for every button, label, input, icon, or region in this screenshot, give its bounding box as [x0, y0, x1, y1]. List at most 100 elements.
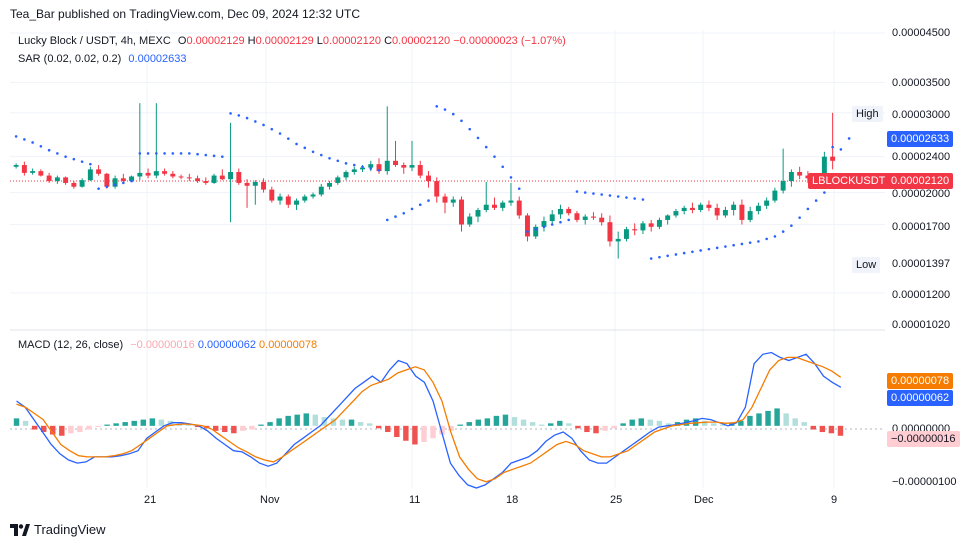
sar-dot — [229, 112, 232, 115]
macd-histogram-bar — [520, 419, 527, 426]
macd-histogram-bar — [692, 418, 699, 426]
candle-body — [327, 182, 333, 187]
macd-histogram-bar — [457, 424, 463, 426]
candle-body — [475, 210, 481, 217]
candle-body — [145, 172, 151, 176]
sar-dot — [295, 142, 298, 146]
macd-label: MACD (12, 26, close) — [18, 339, 124, 351]
candle — [599, 213, 605, 226]
macd-histogram-bar — [240, 425, 246, 431]
sar-dot — [748, 241, 752, 244]
candle — [285, 194, 291, 208]
sar-dot — [56, 152, 59, 155]
sar-dot — [188, 152, 191, 155]
macd-axis-tick: −0.00000100 — [892, 476, 957, 488]
candle — [764, 197, 770, 209]
time-label: 9 — [831, 494, 838, 506]
candle-body — [830, 156, 836, 161]
symbol-title: Lucky Block / USDT, 4h, MEXC — [18, 35, 171, 47]
low-key: L — [316, 35, 323, 47]
sar-dot — [550, 223, 554, 226]
macd-histogram-bar — [837, 425, 844, 436]
macd-histogram-bar — [149, 418, 156, 426]
sar-dot — [460, 119, 463, 123]
macd-histogram-bar — [656, 420, 663, 426]
sar-dot — [319, 153, 323, 157]
candle — [483, 182, 489, 213]
sar-dot — [72, 157, 76, 161]
sar-dot — [262, 123, 265, 127]
candle — [524, 213, 530, 242]
last-price-tag: 0.00002120 — [887, 173, 954, 189]
candle-body — [393, 160, 398, 166]
sar-dots-group — [14, 105, 851, 260]
time-label: 11 — [409, 494, 421, 506]
price-tick: 0.00002000 — [892, 188, 951, 200]
candle — [96, 165, 102, 176]
macd-histogram-bar — [566, 423, 572, 426]
sar-dot — [798, 216, 801, 219]
candle — [623, 226, 629, 242]
sar-dot — [369, 167, 373, 170]
macd-histogram-bar — [421, 425, 427, 442]
candle-body — [38, 171, 44, 176]
sar-dot — [328, 157, 331, 160]
candle — [252, 180, 258, 205]
candle — [294, 198, 300, 211]
time-label: Nov — [260, 494, 280, 506]
footer-brand: TradingView — [34, 522, 106, 537]
sar-dot — [245, 116, 249, 120]
grid-lines — [10, 30, 885, 488]
candle-body — [805, 175, 811, 179]
candle — [500, 200, 506, 212]
sar-dot — [666, 254, 669, 258]
candle-body — [764, 200, 770, 206]
candle-body — [582, 216, 588, 220]
candle — [120, 173, 126, 183]
sar-dot — [715, 246, 719, 250]
macd-histogram-bar — [412, 425, 418, 445]
candle — [426, 171, 431, 188]
sar-dot — [130, 179, 133, 183]
sar-dot — [204, 153, 208, 157]
sar-dot — [14, 135, 18, 138]
sar-dot — [31, 141, 34, 144]
change-value: −0.00000023 (−1.07%) — [453, 35, 566, 47]
macd-histogram-bar — [665, 423, 672, 426]
candle-body — [219, 175, 225, 180]
sar-dot — [105, 185, 109, 189]
candle-body — [318, 186, 324, 195]
candle-body — [376, 164, 382, 172]
sar-label: SAR (0.02, 0.02, 0.2) — [18, 53, 122, 65]
macd-histogram-bar — [602, 425, 608, 431]
sar-dot — [270, 127, 274, 131]
candle — [615, 231, 621, 259]
hist-tag: −0.00000016 — [887, 431, 960, 447]
macd-histogram-bar — [801, 422, 807, 426]
candle — [178, 174, 184, 180]
candle-body — [566, 208, 572, 214]
macd-histogram-bar — [439, 425, 445, 435]
candle-body — [698, 204, 704, 211]
candle-body — [71, 182, 77, 187]
candle — [137, 103, 143, 181]
sar-dot — [658, 255, 661, 259]
candle-body — [648, 223, 654, 227]
candle-body — [508, 200, 514, 203]
macd-histogram-bar — [222, 425, 228, 433]
candle — [648, 219, 654, 232]
candle — [566, 206, 572, 216]
candle-body — [673, 211, 679, 216]
sar-dot — [212, 154, 216, 158]
candle — [21, 161, 27, 176]
candle — [261, 178, 267, 193]
time-label: 18 — [506, 494, 519, 506]
candle — [38, 169, 44, 177]
candle-body — [755, 205, 761, 212]
sar-dot — [773, 235, 777, 238]
macd-legend: MACD (12, 26, close) −0.00000016 0.00000… — [18, 339, 317, 351]
candle-body — [599, 217, 605, 223]
sar-dot — [468, 127, 472, 131]
sar-dot — [451, 112, 455, 116]
candle-body — [63, 177, 69, 183]
